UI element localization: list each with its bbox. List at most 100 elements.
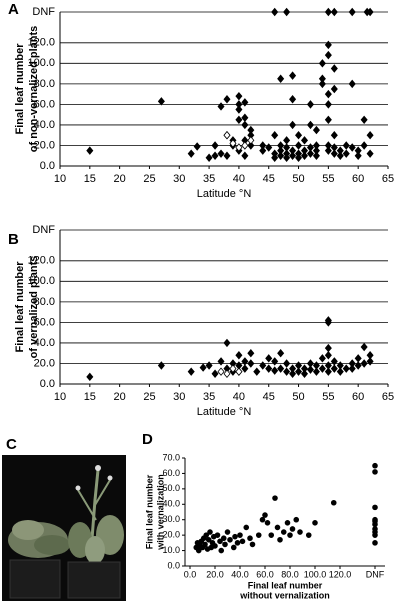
- point: [306, 149, 314, 158]
- x-tick-label: 50: [292, 173, 304, 185]
- point: [306, 120, 314, 130]
- point: [312, 361, 320, 370]
- point: [222, 541, 228, 548]
- x-tick-label: 0.0: [184, 569, 197, 579]
- point: [330, 499, 337, 506]
- point: [277, 536, 283, 543]
- point: [272, 495, 278, 501]
- point: [230, 544, 237, 551]
- point: [259, 516, 266, 523]
- point: [300, 369, 309, 378]
- point: [271, 130, 279, 140]
- x-tick-label: 40: [233, 173, 245, 185]
- point: [202, 541, 208, 548]
- point: [217, 357, 225, 366]
- point: [218, 547, 225, 554]
- point: [265, 143, 273, 152]
- point: [207, 529, 213, 535]
- point: [247, 535, 253, 542]
- point: [324, 343, 332, 353]
- x-tick-label: 60: [352, 391, 364, 403]
- x-tick-label: 15: [84, 173, 96, 185]
- point: [203, 532, 210, 538]
- point: [295, 367, 303, 376]
- point: [360, 115, 368, 125]
- point: [330, 364, 338, 373]
- y-tick-label: 30.0: [162, 514, 180, 524]
- point: [224, 529, 231, 535]
- point: [295, 130, 303, 140]
- point: [372, 518, 378, 525]
- y-axis-label: Final leaf number: [144, 474, 154, 549]
- point: [247, 136, 255, 145]
- x-tick-label: 60: [352, 173, 364, 185]
- point: [249, 541, 256, 548]
- x-tick-label: 20.0: [206, 569, 224, 579]
- y-tick-label: 60.0: [34, 316, 55, 328]
- point: [235, 367, 243, 376]
- point: [354, 354, 362, 363]
- y-tick-label: DNF: [32, 224, 55, 236]
- x-tick-label: 15: [84, 391, 96, 403]
- point: [243, 524, 250, 531]
- y-tick-label: 20.0: [34, 357, 55, 369]
- point: [265, 364, 273, 373]
- point: [187, 149, 195, 158]
- point: [283, 7, 291, 17]
- point: [348, 7, 356, 17]
- point: [312, 125, 320, 135]
- point: [217, 538, 223, 545]
- point: [199, 363, 207, 372]
- x-tick-label: 30: [173, 173, 185, 185]
- point: [277, 74, 285, 83]
- x-tick-label: DNF: [366, 569, 385, 579]
- y-tick-label: 20.0: [162, 530, 180, 540]
- point: [259, 361, 267, 370]
- point: [193, 142, 201, 151]
- point: [223, 130, 231, 140]
- x-tick-label: 100.0: [304, 569, 327, 579]
- point: [330, 130, 338, 140]
- point: [223, 151, 231, 160]
- y-tick-label: DNF: [32, 6, 55, 18]
- point: [318, 79, 326, 89]
- point: [241, 141, 249, 150]
- point: [212, 543, 218, 549]
- point: [330, 149, 338, 158]
- point: [372, 540, 378, 546]
- point: [324, 7, 332, 17]
- point: [247, 348, 255, 358]
- x-tick-label: 20: [114, 391, 126, 403]
- point: [271, 7, 279, 17]
- point: [295, 153, 303, 163]
- point: [324, 40, 332, 50]
- point: [235, 351, 243, 360]
- point: [289, 95, 297, 104]
- point: [247, 359, 255, 368]
- point: [300, 151, 309, 160]
- point: [237, 532, 243, 538]
- point: [312, 367, 320, 376]
- panel-label: B: [8, 231, 19, 248]
- point: [366, 149, 374, 158]
- point: [220, 535, 227, 542]
- point: [277, 151, 285, 160]
- x-axis-label: Latitude °N: [197, 188, 252, 200]
- point: [205, 361, 213, 370]
- point: [211, 369, 219, 378]
- point: [211, 141, 219, 150]
- point: [372, 462, 378, 469]
- point: [205, 536, 212, 543]
- point: [283, 359, 291, 368]
- panel-label: A: [8, 1, 19, 18]
- point: [86, 372, 94, 382]
- point: [217, 102, 225, 111]
- point: [324, 146, 332, 155]
- point: [342, 364, 350, 373]
- point: [271, 366, 279, 375]
- point: [336, 367, 344, 376]
- point: [274, 524, 281, 531]
- point: [289, 369, 297, 378]
- point: [318, 364, 326, 373]
- point: [86, 146, 94, 155]
